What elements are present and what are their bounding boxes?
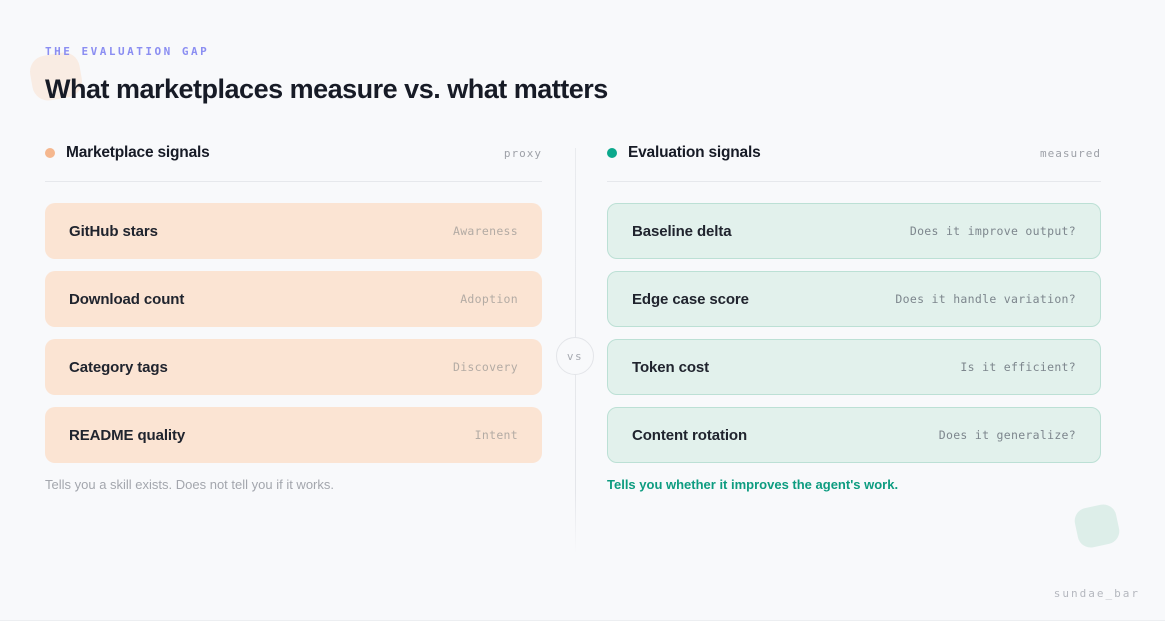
evaluation-footnote: Tells you whether it improves the agent'… [607,477,899,492]
card-meta: Does it generalize? [938,428,1076,442]
card-meta: Adoption [460,292,518,306]
marketplace-column-title: Marketplace signals [66,144,210,161]
card-label: Category tags [69,358,168,376]
card-meta: Does it handle variation? [895,292,1076,306]
card-meta: Awareness [452,224,518,238]
bottom-strip [0,620,1165,625]
eyebrow-label: THE EVALUATION GAP [45,45,210,58]
teal-blob-decoration [1072,502,1122,550]
card-label: Baseline delta [632,222,732,240]
card-label: Token cost [632,358,710,376]
evaluation-signals-column: Evaluation signals measured Baseline del… [607,140,1101,492]
card-label: Content rotation [632,426,748,444]
card-meta: Does it improve output? [909,224,1076,238]
signal-card-readme-quality: README quality Intent [45,407,542,463]
card-label: Download count [69,290,185,308]
evaluation-column-header: Evaluation signals measured [607,140,1101,166]
page-title: What marketplaces measure vs. what matte… [45,74,608,104]
card-meta: Discovery [452,360,518,374]
card-meta: Is it efficient? [960,360,1076,374]
signal-card-token-cost: Token cost Is it efficient? [607,339,1101,395]
signal-card-edge-case-score: Edge case score Does it handle variation… [607,271,1101,327]
card-label: README quality [69,426,186,444]
card-label: Edge case score [632,290,749,308]
signal-card-category-tags: Category tags Discovery [45,339,542,395]
card-label: GitHub stars [69,222,158,240]
right-header-divider [607,181,1101,182]
signal-card-baseline-delta: Baseline delta Does it improve output? [607,203,1101,259]
watermark: sundae_bar [1053,587,1140,600]
orange-dot-icon [45,148,55,158]
card-meta: Intent [474,428,518,442]
signal-card-content-rotation: Content rotation Does it generalize? [607,407,1101,463]
marketplace-footnote: Tells you a skill exists. Does not tell … [45,477,334,492]
measured-tag: measured [1040,146,1101,160]
comparison-columns: Marketplace signals proxy GitHub stars A… [0,140,1165,492]
signal-card-github-stars: GitHub stars Awareness [45,203,542,259]
proxy-tag: proxy [503,146,542,160]
left-header-divider [45,181,542,182]
evaluation-column-title: Evaluation signals [628,144,761,161]
signal-card-download-count: Download count Adoption [45,271,542,327]
marketplace-column-header: Marketplace signals proxy [45,140,542,166]
vs-badge: vs [556,337,594,375]
teal-dot-icon [607,148,617,158]
marketplace-signals-column: Marketplace signals proxy GitHub stars A… [45,140,542,492]
